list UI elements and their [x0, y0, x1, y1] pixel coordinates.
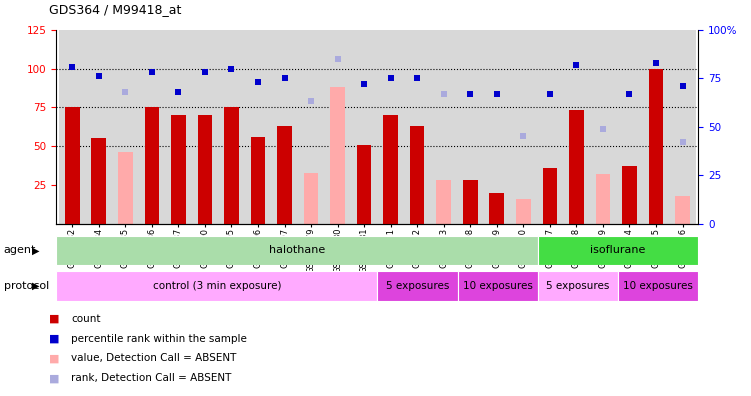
Text: ■: ■: [49, 314, 59, 324]
Bar: [536, 30, 563, 224]
Text: halothane: halothane: [269, 246, 325, 255]
Bar: [590, 30, 616, 224]
Text: 10 exposures: 10 exposures: [623, 281, 693, 291]
Text: ▶: ▶: [32, 246, 40, 255]
Bar: [563, 30, 590, 224]
Bar: [377, 271, 457, 301]
Bar: [324, 30, 351, 224]
Bar: [277, 126, 292, 224]
Text: control (3 min exposure): control (3 min exposure): [152, 281, 281, 291]
Bar: [251, 137, 265, 224]
Text: agent: agent: [4, 246, 36, 255]
Text: ▶: ▶: [32, 281, 40, 291]
Text: ■: ■: [49, 333, 59, 344]
Bar: [357, 145, 372, 224]
Text: protocol: protocol: [4, 281, 49, 291]
Text: 5 exposures: 5 exposures: [386, 281, 449, 291]
Bar: [198, 115, 213, 224]
Bar: [538, 236, 698, 265]
Bar: [569, 110, 584, 224]
Bar: [56, 271, 377, 301]
Bar: [219, 30, 245, 224]
Bar: [351, 30, 377, 224]
Bar: [457, 30, 484, 224]
Bar: [463, 180, 478, 224]
Bar: [192, 30, 219, 224]
Bar: [436, 180, 451, 224]
Bar: [430, 30, 457, 224]
Bar: [618, 271, 698, 301]
Bar: [139, 30, 165, 224]
Bar: [404, 30, 430, 224]
Bar: [643, 30, 669, 224]
Bar: [56, 236, 538, 265]
Text: rank, Detection Call = ABSENT: rank, Detection Call = ABSENT: [71, 373, 232, 383]
Bar: [377, 30, 404, 224]
Bar: [112, 30, 139, 224]
Text: ■: ■: [49, 373, 59, 383]
Bar: [165, 30, 192, 224]
Bar: [622, 166, 637, 224]
Bar: [510, 30, 536, 224]
Bar: [92, 138, 106, 224]
Text: count: count: [71, 314, 101, 324]
Text: percentile rank within the sample: percentile rank within the sample: [71, 333, 247, 344]
Bar: [245, 30, 271, 224]
Bar: [271, 30, 298, 224]
Bar: [457, 271, 538, 301]
Bar: [298, 30, 324, 224]
Bar: [484, 30, 510, 224]
Bar: [86, 30, 112, 224]
Bar: [171, 115, 185, 224]
Bar: [616, 30, 643, 224]
Text: ■: ■: [49, 353, 59, 364]
Bar: [59, 30, 86, 224]
Bar: [65, 107, 80, 224]
Bar: [144, 107, 159, 224]
Bar: [669, 30, 695, 224]
Bar: [383, 115, 398, 224]
Bar: [330, 87, 345, 224]
Bar: [490, 193, 504, 224]
Bar: [516, 199, 531, 224]
Text: GDS364 / M99418_at: GDS364 / M99418_at: [49, 3, 181, 16]
Bar: [675, 196, 690, 224]
Bar: [410, 126, 424, 224]
Bar: [303, 173, 318, 224]
Text: value, Detection Call = ABSENT: value, Detection Call = ABSENT: [71, 353, 237, 364]
Bar: [596, 174, 611, 224]
Bar: [542, 168, 557, 224]
Text: isoflurane: isoflurane: [590, 246, 646, 255]
Bar: [538, 271, 618, 301]
Bar: [224, 107, 239, 224]
Text: 5 exposures: 5 exposures: [546, 281, 610, 291]
Bar: [649, 69, 663, 224]
Bar: [118, 152, 133, 224]
Text: 10 exposures: 10 exposures: [463, 281, 532, 291]
